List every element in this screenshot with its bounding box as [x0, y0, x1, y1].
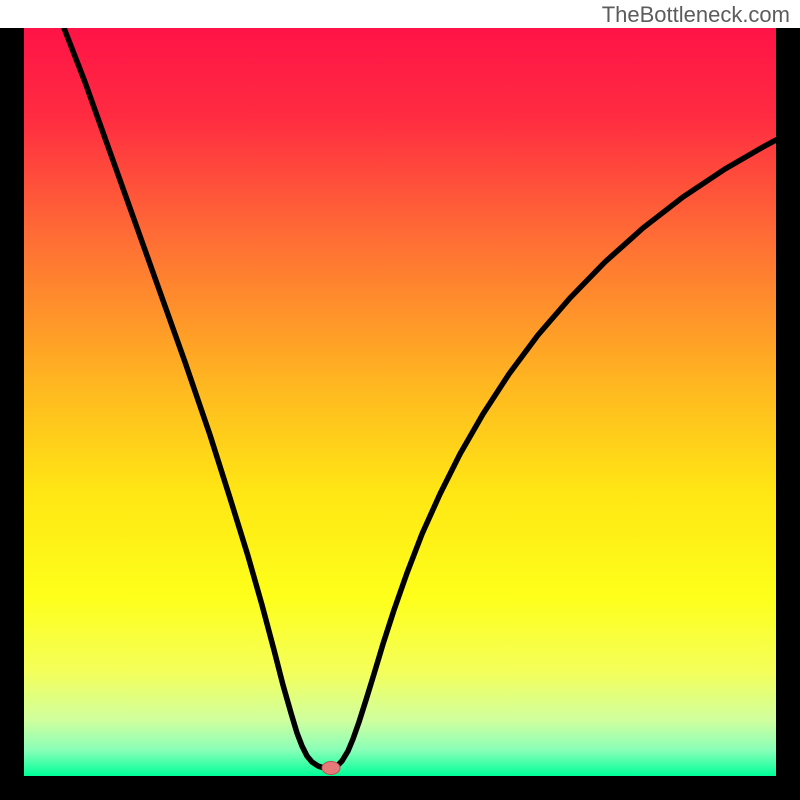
watermark-text: TheBottleneck.com — [602, 2, 790, 28]
frame-bottom — [0, 776, 800, 800]
frame-right — [776, 28, 800, 800]
frame-left — [0, 28, 24, 800]
bottleneck-chart — [0, 0, 800, 800]
gradient-background — [24, 28, 776, 776]
chart-container: TheBottleneck.com — [0, 0, 800, 800]
optimal-point-marker — [322, 762, 340, 775]
